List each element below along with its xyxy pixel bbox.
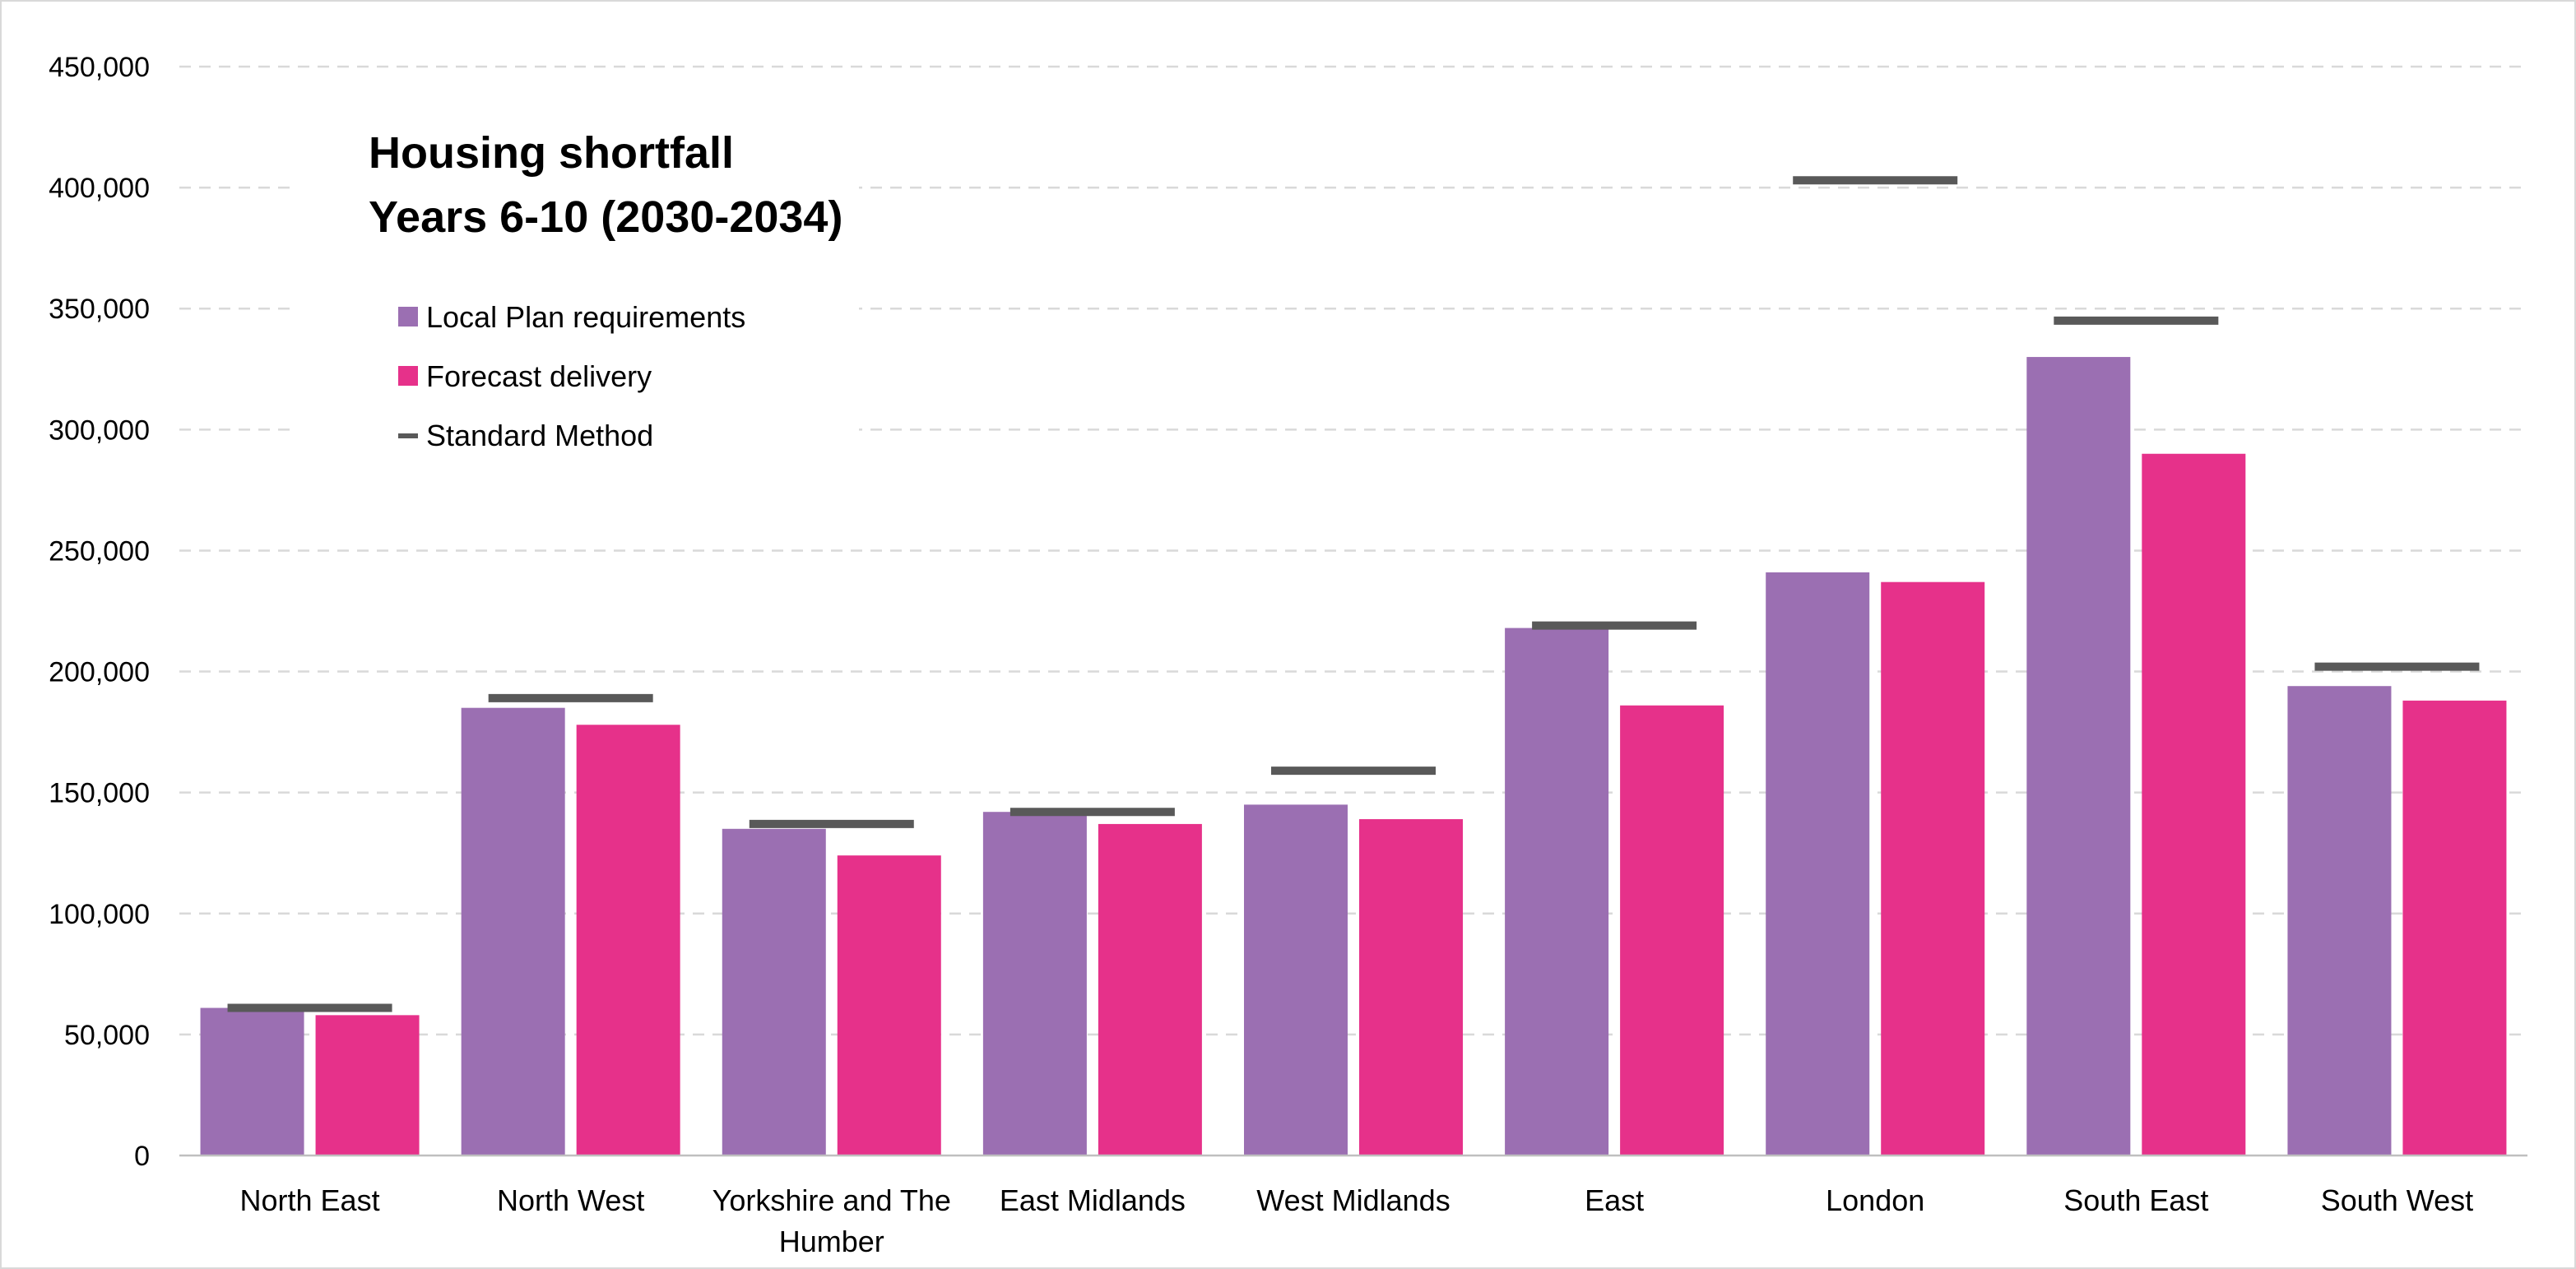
x-category-label: North West <box>497 1183 644 1217</box>
legend-label-standard-method: Standard Method <box>426 419 653 452</box>
x-category-label: Humber <box>779 1225 884 1258</box>
x-category-label: South West <box>2321 1183 2473 1217</box>
standard-method-markers <box>227 176 2480 1012</box>
x-category-label: Yorkshire and The <box>712 1183 951 1217</box>
bar-forecast-delivery <box>315 1015 420 1156</box>
bar-forecast-delivery <box>1098 823 1202 1156</box>
y-tick-label: 350,000 <box>49 294 150 325</box>
chart-title-line-2: Years 6-10 (2030-2034) <box>369 192 842 242</box>
legend-swatch-forecast-delivery <box>398 366 418 386</box>
legend: Local Plan requirements Forecast deliver… <box>291 281 859 470</box>
bar-forecast-delivery <box>1881 581 1985 1156</box>
x-category-label: North East <box>240 1183 380 1217</box>
y-tick-label: 200,000 <box>49 657 150 688</box>
bar-local-plan-requirements <box>722 828 826 1156</box>
bar-local-plan-requirements <box>982 812 1087 1156</box>
y-tick-label: 400,000 <box>49 173 150 204</box>
bar-local-plan-requirements <box>1244 804 1348 1156</box>
bar-forecast-delivery <box>576 725 680 1156</box>
bar-forecast-delivery <box>1620 705 1724 1156</box>
chart-title-line-1: Housing shortfall <box>369 128 734 178</box>
bar-local-plan-requirements <box>1505 628 1609 1156</box>
y-tick-label: 300,000 <box>49 415 150 446</box>
y-tick-label: 100,000 <box>49 899 150 930</box>
gridlines <box>179 65 2527 1036</box>
x-category-label: West Midlands <box>1256 1183 1450 1217</box>
axes: 0 50,000 100,000 150,000 200,000 250,000 300,0… <box>49 52 2527 1258</box>
bar-local-plan-requirements <box>200 1007 304 1156</box>
bar-forecast-delivery <box>2142 453 2246 1156</box>
bar-forecast-delivery <box>1359 819 1463 1156</box>
bar-local-plan-requirements <box>1766 572 1870 1156</box>
bar-local-plan-requirements <box>461 707 565 1156</box>
legend-swatch-standard-method <box>398 433 418 438</box>
legend-label-forecast-delivery: Forecast delivery <box>426 359 652 393</box>
y-tick-label: 450,000 <box>49 52 150 83</box>
y-tick-label: 150,000 <box>49 778 150 809</box>
bar-local-plan-requirements <box>2287 686 2392 1156</box>
legend-label-local-plan: Local Plan requirements <box>426 300 745 334</box>
bar-local-plan-requirements <box>2026 357 2131 1156</box>
x-category-label: East <box>1585 1183 1644 1217</box>
x-category-label: East Midlands <box>1000 1183 1186 1217</box>
bar-forecast-delivery <box>2402 700 2507 1156</box>
legend-swatch-local-plan <box>398 307 418 327</box>
y-tick-label: 50,000 <box>64 1020 150 1051</box>
chart-title: Housing shortfall Years 6-10 (2030-2034) <box>291 100 859 242</box>
y-tick-label: 250,000 <box>49 535 150 567</box>
bar-forecast-delivery <box>837 855 941 1156</box>
x-category-label: South East <box>2063 1183 2208 1217</box>
y-tick-label: 0 <box>134 1141 150 1172</box>
bars <box>200 357 2507 1156</box>
x-category-label: London <box>1826 1183 1924 1217</box>
